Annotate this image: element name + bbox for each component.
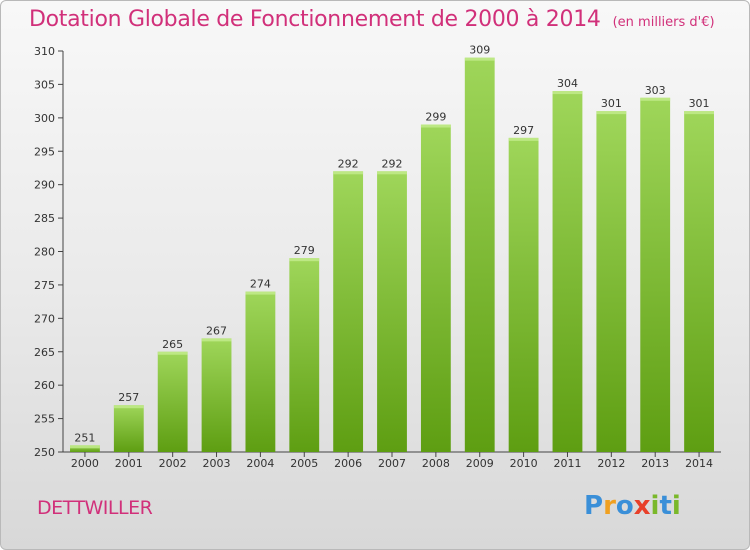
x-tick-label: 2012 bbox=[597, 457, 625, 470]
logo-letter: x bbox=[633, 491, 651, 521]
bar bbox=[70, 445, 100, 452]
bar bbox=[201, 338, 232, 452]
bar bbox=[333, 171, 364, 453]
bar-cap bbox=[245, 291, 276, 295]
y-tick-label: 250 bbox=[34, 446, 55, 459]
x-tick-label: 2010 bbox=[510, 457, 538, 470]
data-label: 292 bbox=[382, 157, 403, 170]
bar bbox=[640, 97, 671, 453]
bar bbox=[245, 291, 276, 452]
data-label: 279 bbox=[294, 244, 315, 257]
logo-letter: o bbox=[615, 491, 634, 521]
commune-name: DETTWILLER bbox=[37, 497, 153, 519]
bar bbox=[508, 137, 539, 452]
bar-cap bbox=[684, 111, 714, 115]
bar bbox=[289, 258, 320, 452]
y-tick-label: 270 bbox=[34, 312, 55, 325]
bar-cap bbox=[640, 97, 671, 101]
y-tick-label: 300 bbox=[34, 112, 55, 125]
x-tick-label: 2004 bbox=[246, 457, 274, 470]
logo-letter: P bbox=[584, 491, 604, 521]
logo-letter: r bbox=[603, 491, 616, 521]
data-label: 299 bbox=[425, 111, 446, 124]
x-tick-label: 2003 bbox=[203, 457, 231, 470]
logo-letter: i bbox=[671, 491, 681, 521]
data-label: 303 bbox=[645, 84, 666, 97]
data-label: 251 bbox=[74, 431, 95, 444]
bar bbox=[464, 57, 495, 452]
bar-cap bbox=[201, 338, 232, 342]
bar bbox=[596, 111, 627, 453]
y-tick-label: 295 bbox=[34, 145, 55, 158]
bar bbox=[113, 405, 144, 452]
bar-cap bbox=[333, 171, 364, 175]
y-tick-label: 275 bbox=[34, 279, 55, 292]
x-tick-label: 2011 bbox=[553, 457, 581, 470]
data-label: 304 bbox=[557, 77, 578, 90]
y-tick-label: 290 bbox=[34, 179, 55, 192]
bar-cap bbox=[596, 111, 627, 115]
y-tick-label: 260 bbox=[34, 379, 55, 392]
bar-cap bbox=[289, 258, 320, 262]
bar-cap bbox=[157, 351, 188, 355]
proxiti-logo: Proxiti bbox=[584, 491, 681, 521]
data-label: 274 bbox=[250, 278, 271, 291]
x-tick-label: 2001 bbox=[115, 457, 143, 470]
y-tick-label: 305 bbox=[34, 78, 55, 91]
bar-cap bbox=[377, 171, 407, 175]
logo-letter: t bbox=[659, 491, 672, 521]
x-tick-label: 2002 bbox=[159, 457, 187, 470]
title-text: Dotation Globale de Fonctionnement de 20… bbox=[29, 7, 601, 32]
bar bbox=[684, 111, 714, 453]
bar-cap bbox=[552, 91, 583, 95]
data-label: 265 bbox=[162, 338, 183, 351]
data-label: 309 bbox=[469, 44, 490, 57]
y-tick-label: 285 bbox=[34, 212, 55, 225]
bar bbox=[552, 91, 583, 452]
bar-cap bbox=[464, 57, 495, 61]
logo-letter: i bbox=[650, 491, 660, 521]
data-label: 297 bbox=[513, 124, 534, 137]
data-label: 257 bbox=[118, 391, 139, 404]
bar-cap bbox=[70, 445, 100, 449]
data-label: 301 bbox=[689, 97, 710, 110]
data-label: 267 bbox=[206, 324, 227, 337]
x-tick-label: 2000 bbox=[71, 457, 99, 470]
data-label: 292 bbox=[338, 157, 359, 170]
bar-cap bbox=[420, 124, 451, 128]
x-tick-label: 2014 bbox=[685, 457, 713, 470]
data-label: 301 bbox=[601, 97, 622, 110]
bar-cap bbox=[113, 405, 144, 409]
x-tick-label: 2006 bbox=[334, 457, 362, 470]
y-tick-label: 255 bbox=[34, 413, 55, 426]
bar-cap bbox=[508, 137, 539, 141]
y-tick-label: 310 bbox=[34, 45, 55, 58]
x-tick-label: 2005 bbox=[290, 457, 318, 470]
x-tick-label: 2013 bbox=[641, 457, 669, 470]
x-tick-label: 2009 bbox=[466, 457, 494, 470]
bar bbox=[420, 124, 451, 453]
bar bbox=[377, 171, 407, 453]
y-tick-label: 280 bbox=[34, 246, 55, 259]
chart-title: Dotation Globale de Fonctionnement de 20… bbox=[29, 7, 715, 32]
x-tick-label: 2008 bbox=[422, 457, 450, 470]
y-tick-label: 265 bbox=[34, 346, 55, 359]
bar bbox=[157, 351, 188, 452]
x-tick-label: 2007 bbox=[378, 457, 406, 470]
unit-label: (en milliers d'€) bbox=[612, 15, 715, 30]
